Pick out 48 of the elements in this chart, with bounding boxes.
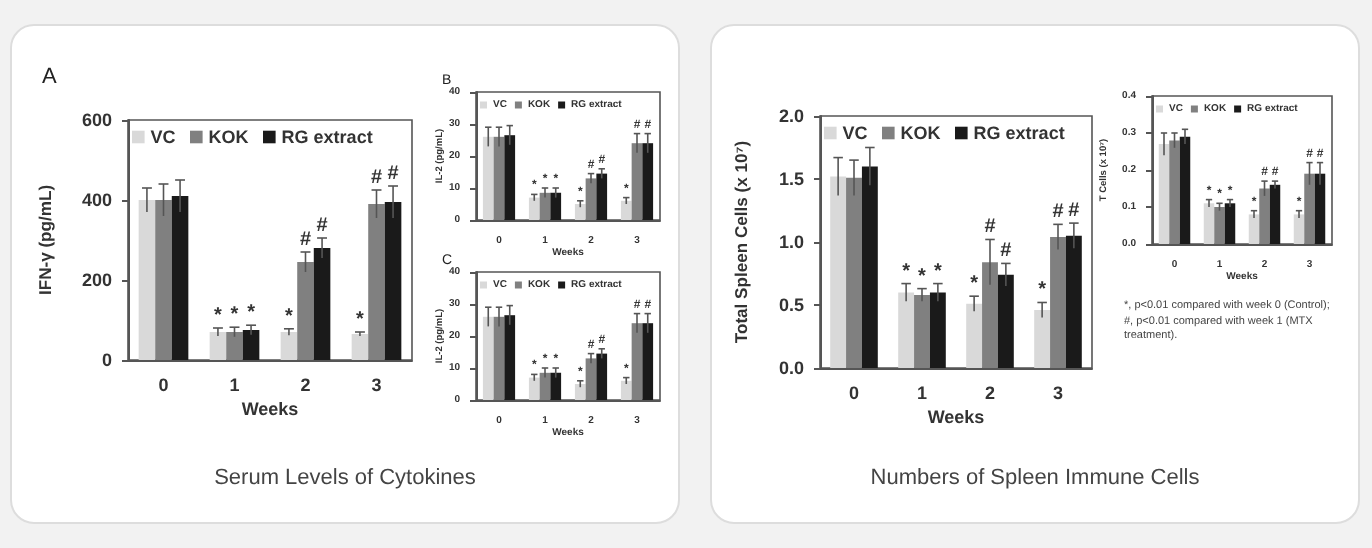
- y-axis-title: Total Spleen Cells (x 10⁷): [731, 140, 751, 344]
- data-label: #: [1000, 240, 1013, 263]
- data-label: #: [299, 229, 312, 251]
- y-tick-label: 600: [81, 110, 112, 130]
- data-label: #: [1052, 201, 1065, 224]
- x-tick-label: 2: [984, 383, 996, 403]
- data-label: *: [918, 265, 927, 288]
- y-tick-label: 0.0: [778, 358, 804, 378]
- data-label: *: [902, 260, 911, 283]
- y-tick-label: 0: [101, 350, 112, 370]
- data-label: #: [370, 167, 383, 189]
- data-label: #: [387, 163, 400, 185]
- y-axis-title: IFN-γ (pg/mL): [35, 184, 55, 296]
- data-label: *: [285, 305, 294, 328]
- legend-label: KOK: [208, 127, 250, 147]
- x-tick-label: 1: [916, 383, 928, 403]
- data-label: *: [247, 302, 256, 325]
- y-tick-label: 1.0: [778, 232, 804, 252]
- text: Serum Levels of Cytokines: [212, 464, 478, 494]
- y-tick-label: 0.5: [778, 295, 804, 315]
- y-tick-label: 1.5: [778, 169, 804, 189]
- data-label: #: [316, 215, 329, 237]
- x-tick-label: 3: [371, 375, 382, 395]
- x-tick-label: 0: [158, 375, 169, 395]
- x-tick-label: 1: [229, 375, 240, 395]
- y-tick-label: 400: [81, 190, 112, 210]
- y-tick-label: 2.0: [778, 106, 804, 126]
- data-label: *: [230, 304, 239, 327]
- x-axis-title: Weeks: [241, 398, 299, 419]
- data-label: *: [214, 305, 223, 327]
- x-axis-title: Weeks: [927, 406, 985, 427]
- chart-title: A: [42, 65, 58, 89]
- legend-label: RG extract: [281, 127, 373, 147]
- data-label: *: [970, 273, 979, 296]
- x-tick-label: 0: [848, 383, 860, 403]
- data-label: *: [933, 260, 942, 283]
- x-tick-label: 2: [300, 375, 311, 395]
- legend-label: VC: [150, 127, 177, 147]
- data-label: *: [356, 309, 365, 331]
- legend-label: KOK: [900, 123, 942, 143]
- legend-label: RG extract: [973, 123, 1065, 143]
- x-tick-label: 3: [1052, 383, 1064, 403]
- text: Numbers of Spleen Immune Cells: [868, 464, 1202, 494]
- data-label: *: [1038, 279, 1047, 302]
- y-tick-label: 200: [81, 270, 112, 290]
- legend-label: VC: [842, 123, 869, 143]
- data-label: #: [984, 216, 997, 239]
- data-label: #: [1068, 200, 1081, 223]
